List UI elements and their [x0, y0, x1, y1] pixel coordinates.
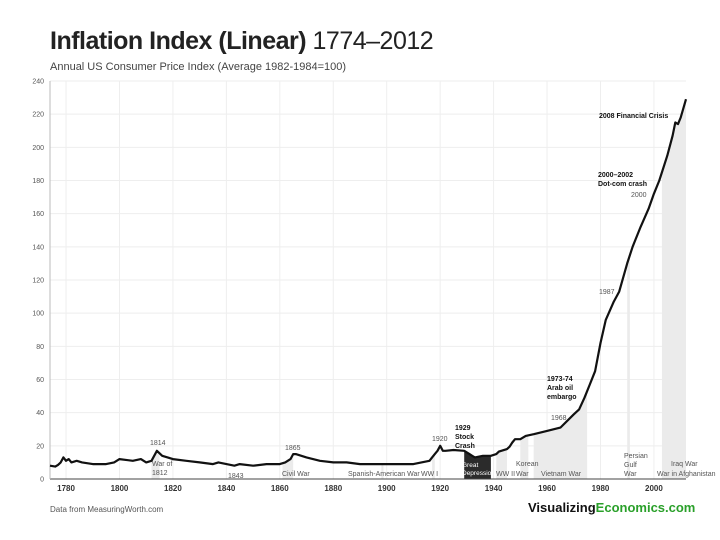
y-tick-label: 80	[36, 344, 44, 351]
x-tick-label: 2000	[645, 484, 663, 493]
chart-annotation: Civil War	[282, 471, 310, 478]
chart-annotation: 1968	[551, 415, 567, 422]
chart-title: Inflation Index (Linear) 1774–2012	[50, 27, 434, 56]
chart-annotation: Spanish-American War	[348, 471, 420, 478]
title-years: 1774–2012	[312, 27, 434, 55]
y-tick-label: 160	[32, 211, 44, 218]
chart-annotation: 1814	[150, 440, 166, 447]
annotations: 1814 War of 1812 1843 1865 Civil War Spanish-A…	[150, 113, 716, 480]
x-tick-label: 1900	[378, 484, 396, 493]
shaded-period	[381, 464, 384, 479]
title-bold: Inflation Index (Linear)	[50, 27, 307, 55]
shaded-period	[464, 450, 491, 479]
chart-annotation: Iraq War	[671, 461, 698, 468]
shaded-period	[533, 391, 588, 479]
chart-annotation: 2000–2002	[598, 172, 633, 179]
chart-annotation: 1987	[599, 289, 615, 296]
chart-annotation: Korean	[516, 461, 539, 468]
x-tick-label: 1820	[164, 484, 182, 493]
chart-annotation: Gulf	[624, 462, 637, 469]
axes: 0 20 40 60 80 100 120 140 160 180 200 220 240 1780 180…	[32, 79, 686, 493]
data-source: Data from MeasuringWorth.com	[50, 505, 164, 514]
y-tick-label: 100	[32, 311, 44, 318]
shaded-period	[432, 454, 435, 479]
chart-annotation: Depression	[462, 470, 495, 477]
chart-annotation: Arab oil	[547, 385, 573, 392]
chart-annotation: 2008 Financial Crisis	[599, 113, 668, 120]
x-tick-label: 1960	[538, 484, 556, 493]
chart-subtitle: Annual US Consumer Price Index (Average …	[50, 61, 347, 73]
brand-suffix: Economics.com	[595, 500, 696, 515]
x-tick-label: 1780	[57, 484, 75, 493]
x-tick-label: 1920	[431, 484, 449, 493]
chart-annotation: 1920	[432, 436, 448, 443]
chart-annotation: War	[624, 471, 637, 478]
brand-prefix: Visualizing	[528, 500, 596, 515]
shaded-periods	[151, 99, 686, 479]
y-tick-label: 220	[32, 112, 44, 119]
shaded-period	[496, 449, 507, 479]
y-tick-label: 60	[36, 377, 44, 384]
x-tick-label: 1880	[324, 484, 342, 493]
y-tick-label: 0	[40, 477, 44, 484]
chart-annotation: War in Afghanistan	[657, 471, 716, 478]
y-tick-label: 180	[32, 178, 44, 185]
y-tick-label: 240	[32, 79, 44, 86]
chart-annotation: 1865	[285, 445, 301, 452]
y-tick-label: 140	[32, 244, 44, 251]
y-tick-label: 40	[36, 410, 44, 417]
cpi-series-line	[49, 98, 688, 468]
y-tick-label: 200	[32, 145, 44, 152]
shaded-period	[661, 99, 686, 479]
chart-annotation: WW II	[496, 471, 515, 478]
chart-annotation: Crash	[455, 443, 475, 450]
chart-annotation: 1929	[455, 425, 471, 432]
chart-annotation: War	[516, 471, 529, 478]
grid-layer	[50, 80, 686, 480]
x-tick-label: 1940	[485, 484, 503, 493]
chart-annotation: Great	[462, 462, 478, 469]
x-tick-label: 1840	[217, 484, 235, 493]
shaded-period	[520, 435, 529, 479]
y-tick-label: 120	[32, 278, 44, 285]
brand-logo[interactable]: VisualizingEconomics.com	[528, 500, 695, 515]
y-tick-label: 20	[36, 443, 44, 450]
x-tick-label: 1980	[592, 484, 610, 493]
chart-annotation: WW I	[421, 471, 438, 478]
chart-annotation: Stock	[455, 434, 474, 441]
x-tick-label: 1860	[271, 484, 289, 493]
chart-annotation: War of	[152, 461, 172, 468]
chart-annotation: 1812	[152, 470, 168, 477]
shaded-period	[627, 255, 630, 479]
chart-annotation: Vietnam War	[541, 471, 582, 478]
chart-annotation: embargo	[547, 394, 577, 401]
chart-annotation: Dot-com crash	[598, 181, 647, 188]
x-tick-label: 1800	[111, 484, 129, 493]
chart-annotation: 1973-74	[547, 376, 573, 383]
chart-annotation: Persian	[624, 453, 648, 460]
chart-annotation: 1843	[228, 473, 244, 480]
chart-annotation: 2000	[631, 192, 647, 199]
